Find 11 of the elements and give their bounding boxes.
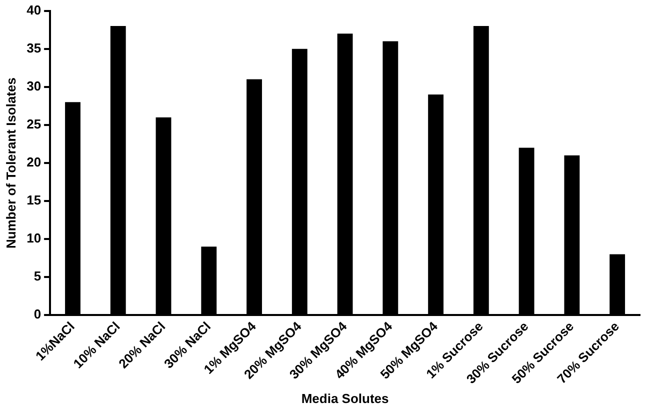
y-tick-label: 30 — [26, 78, 42, 94]
y-axis-title: Number of Tolerant Isolates — [3, 77, 18, 248]
y-tick-label: 40 — [26, 2, 42, 18]
y-tick-label: 35 — [26, 40, 42, 56]
y-tick-label: 20 — [26, 154, 42, 170]
x-axis-title: Media Solutes — [301, 390, 389, 406]
y-tick-label: 10 — [26, 230, 42, 246]
y-tick-label: 0 — [34, 306, 42, 322]
y-tick-label: 5 — [34, 268, 42, 284]
y-tick-label: 15 — [26, 192, 42, 208]
y-tick-label: 25 — [26, 116, 42, 132]
